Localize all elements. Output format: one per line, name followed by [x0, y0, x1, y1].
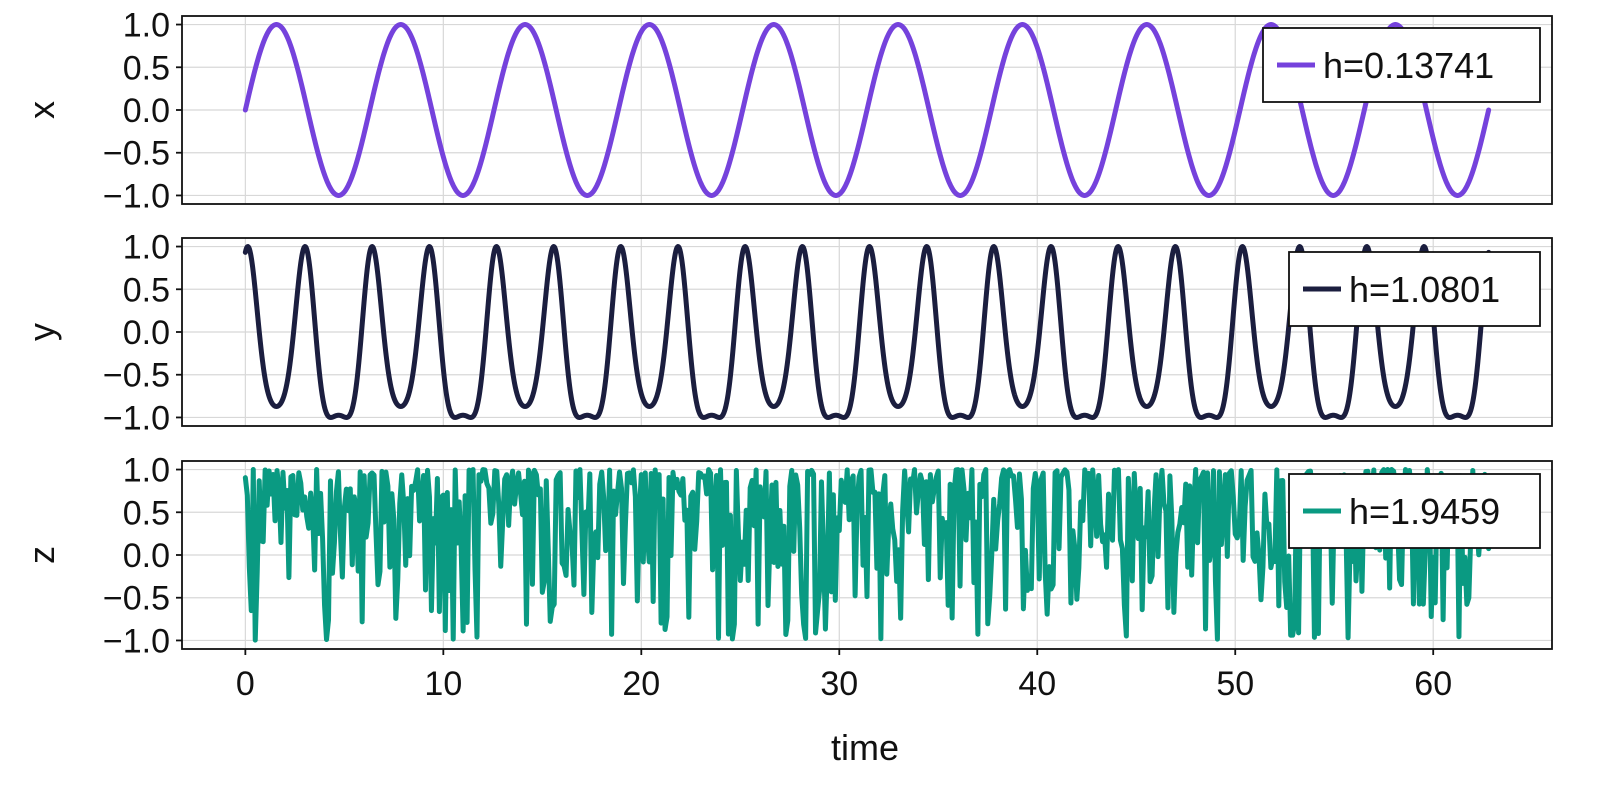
x-tick-label: 40 [1018, 665, 1056, 703]
legend-label: h=0.13741 [1323, 45, 1494, 86]
legend-z: h=1.9459 [1288, 473, 1541, 549]
x-tick-label: 60 [1414, 665, 1452, 703]
legend-label: h=1.0801 [1349, 269, 1500, 310]
y-tick-label: −1.0 [103, 622, 170, 660]
y-tick-label: 1.0 [123, 7, 170, 45]
y-tick-label: 1.0 [123, 229, 170, 267]
panel-x: 1.0 0.5 0.0 −0.5 −1.0 x h=0.13741 [21, 7, 1553, 215]
legend-x: h=0.13741 [1262, 27, 1541, 103]
y-tick-label: 0.5 [123, 49, 170, 87]
x-tick-label: 30 [820, 665, 858, 703]
x-tick-label: 0 [236, 665, 255, 703]
y-axis-label-y: y [21, 323, 62, 341]
panel-y: 1.0 0.5 0.0 −0.5 −1.0 y h=1.0801 [21, 229, 1553, 437]
y-tick-label: 0.5 [123, 494, 170, 532]
y-axis-label-x: x [21, 101, 62, 119]
y-tick-label: −1.0 [103, 177, 170, 215]
x-tick-label: 10 [424, 665, 462, 703]
legend-label: h=1.9459 [1349, 491, 1500, 532]
y-tick-label: 0.5 [123, 271, 170, 309]
series-line-z [242, 467, 1492, 643]
chart-root: 1.0 0.5 0.0 −0.5 −1.0 x h=0.13741 1.0 0.5 0.0 −0.5… [21, 7, 1553, 703]
y-tick-label: 0.0 [123, 92, 170, 130]
y-tick-label: 1.0 [123, 452, 170, 490]
y-tick-label: 0.0 [123, 537, 170, 575]
legend-y: h=1.0801 [1288, 251, 1541, 327]
y-tick-label: −0.5 [103, 357, 170, 395]
y-tick-label: −0.5 [103, 580, 170, 618]
x-tick-label: 50 [1216, 665, 1254, 703]
x-axis-label: time [831, 727, 899, 768]
y-axis-label-z: z [21, 546, 62, 564]
series-line-y [242, 244, 1492, 420]
y-tick-label: −1.0 [103, 399, 170, 437]
y-tick-label: 0.0 [123, 314, 170, 352]
panel-z: 1.0 0.5 0.0 −0.5 −1.0 z 0 10 20 30 40 50 60 h=1.9459 [21, 452, 1553, 703]
x-tick-label: 20 [622, 665, 660, 703]
y-tick-label: −0.5 [103, 135, 170, 173]
